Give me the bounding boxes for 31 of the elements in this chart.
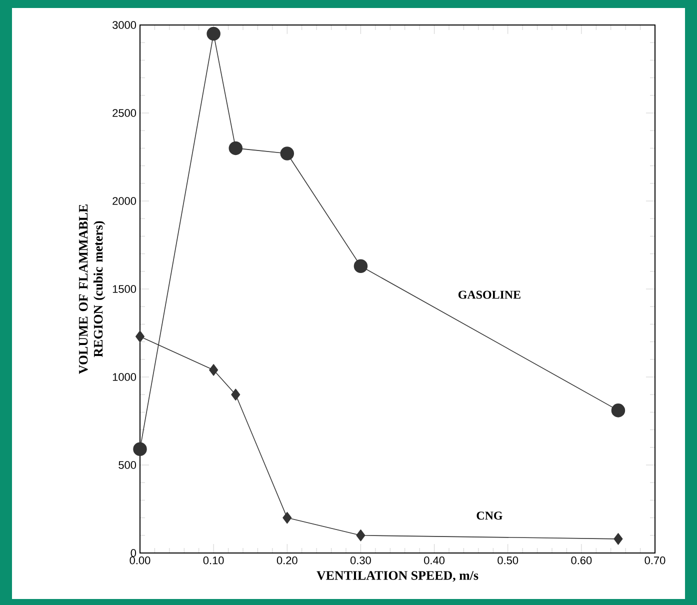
point bbox=[209, 364, 218, 376]
x-axis-title: VENTILATION SPEED, m/s bbox=[316, 571, 478, 582]
x-tick-label: 0.50 bbox=[498, 556, 518, 564]
point bbox=[611, 404, 626, 418]
y-axis-title: VOLUME OF FLAMMABLE REGION (cubic meters) bbox=[78, 204, 106, 374]
y-tick-label: 0 bbox=[130, 549, 136, 557]
x-tick-label: 0.10 bbox=[203, 556, 224, 564]
point bbox=[228, 141, 243, 156]
x-tick-label: 0.00 bbox=[130, 556, 150, 564]
x-tick-label: 0.40 bbox=[424, 556, 445, 564]
x-tick-label: 0.30 bbox=[350, 556, 371, 564]
series-label: GASOLINE bbox=[458, 290, 520, 299]
y-tick-label: 3000 bbox=[112, 21, 136, 29]
x-tick-label: 0.60 bbox=[571, 556, 592, 564]
point bbox=[133, 442, 147, 456]
y-tick-label: 2500 bbox=[112, 109, 136, 117]
x-tick-label: 0.20 bbox=[276, 556, 298, 564]
point bbox=[280, 146, 294, 160]
x-tick-label: 0.70 bbox=[644, 556, 666, 564]
point bbox=[231, 388, 240, 400]
y-tick-label: 1000 bbox=[112, 373, 136, 381]
point bbox=[135, 330, 145, 342]
point bbox=[356, 530, 366, 542]
point bbox=[354, 259, 368, 273]
series-label: CNG bbox=[476, 512, 502, 520]
point bbox=[206, 26, 220, 41]
y-tick-label: 2000 bbox=[112, 197, 136, 205]
y-tick-label: 1500 bbox=[112, 285, 136, 293]
point bbox=[614, 533, 623, 545]
point bbox=[282, 512, 292, 524]
y-tick-label: 500 bbox=[118, 461, 136, 469]
